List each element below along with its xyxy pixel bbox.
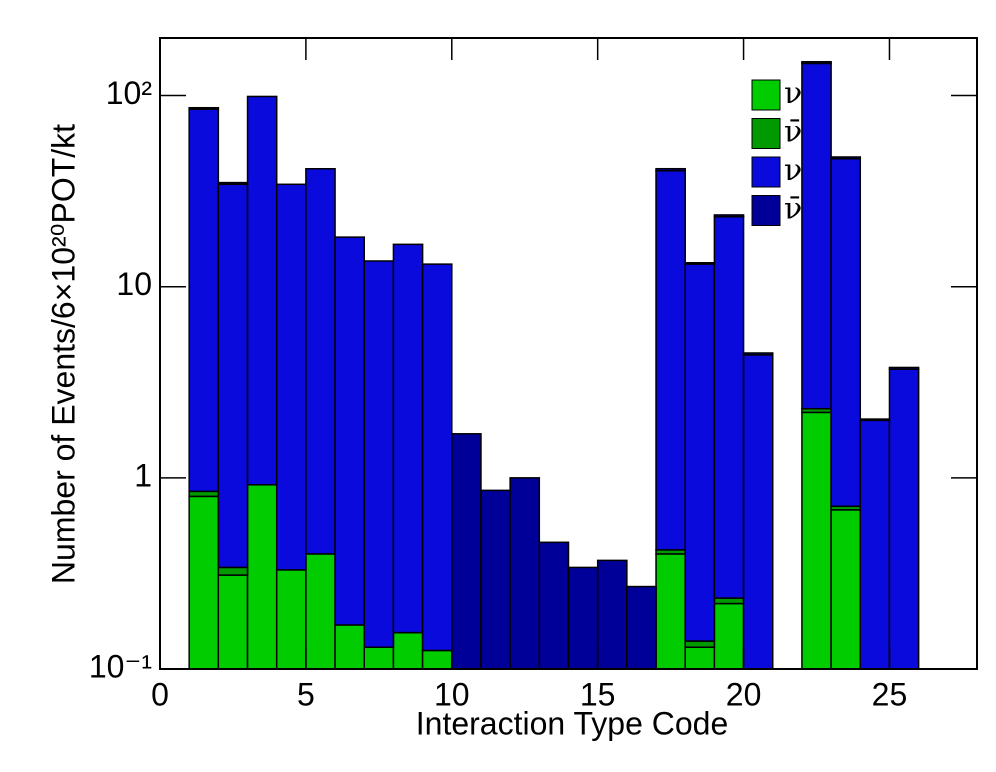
bar-segment xyxy=(713,214,745,218)
plot-frame xyxy=(159,37,978,670)
bar-segment xyxy=(188,108,220,493)
bar-segment xyxy=(217,574,249,670)
bar-segment xyxy=(188,106,220,110)
bar-segment xyxy=(334,624,366,670)
bar-segment xyxy=(421,263,453,652)
legend-label: ν xyxy=(784,153,802,188)
bar-segment xyxy=(246,95,278,486)
bar-segment xyxy=(859,418,891,422)
bar-segment xyxy=(275,569,307,670)
bar-segment xyxy=(801,60,832,65)
bar-segment xyxy=(538,541,570,670)
bar-segment xyxy=(655,553,686,670)
bar-segment xyxy=(801,62,832,410)
bar-segment xyxy=(684,640,716,648)
bar-segment xyxy=(305,168,336,555)
bar-segment xyxy=(363,646,395,670)
bar-segment xyxy=(392,631,424,670)
bar-segment xyxy=(392,243,424,634)
bar-segment xyxy=(334,236,366,626)
legend-swatch xyxy=(751,79,781,111)
bar-segment xyxy=(830,157,862,508)
bar-segment xyxy=(188,490,220,498)
bar-segment xyxy=(305,553,336,670)
y-tick-label: 10⁻¹ xyxy=(89,648,152,684)
bar-segment xyxy=(567,566,599,670)
y-tick-label: 10² xyxy=(106,75,153,111)
x-axis-label: Interaction Type Code xyxy=(416,705,729,741)
x-tick-label: 25 xyxy=(872,676,908,712)
x-tick-label: 10 xyxy=(434,676,470,712)
legend-swatch xyxy=(751,118,781,149)
legend-label: ν̄ xyxy=(784,192,802,227)
legend-label: ν̄ xyxy=(784,115,802,150)
bar-segment xyxy=(888,368,920,670)
x-tick-label: 5 xyxy=(297,676,315,712)
bar-segment xyxy=(217,181,249,186)
bar-segment xyxy=(684,263,716,642)
bar-segment xyxy=(188,495,220,670)
bar-segment xyxy=(801,411,832,670)
bar-segment xyxy=(713,602,745,670)
y-axis-label: Number of Events/6×10²⁰POT/kt xyxy=(45,124,81,584)
bar-segment xyxy=(363,260,395,648)
bar-segment xyxy=(830,509,862,670)
bar-segment xyxy=(421,649,453,670)
bar-segment xyxy=(655,167,686,172)
bar-segment xyxy=(509,477,541,670)
bar-segment xyxy=(626,585,657,670)
bar-segment xyxy=(217,566,249,576)
bar-segment xyxy=(859,419,891,670)
bar-segment xyxy=(451,433,482,670)
x-tick-label: 0 xyxy=(151,676,169,712)
legend-swatch xyxy=(751,195,781,226)
bar-segment xyxy=(742,354,774,670)
bar-segment xyxy=(480,489,511,670)
bar-segment xyxy=(655,169,686,551)
bar-segment xyxy=(684,646,716,670)
y-tick-label: 10 xyxy=(116,266,152,302)
y-tick-label: 1 xyxy=(134,457,152,493)
x-tick-label: 15 xyxy=(580,676,616,712)
bar-segment xyxy=(246,484,278,670)
bar-segment xyxy=(742,352,774,356)
legend-label: ν xyxy=(784,76,802,111)
bar-segment xyxy=(830,156,862,160)
bar-segment xyxy=(713,215,745,599)
bar-segment xyxy=(275,183,307,571)
bar-segment xyxy=(713,597,745,605)
bar-segment xyxy=(596,559,628,670)
legend-swatch xyxy=(751,156,781,188)
x-tick-label: 20 xyxy=(726,676,762,712)
bar-segment xyxy=(888,366,920,370)
bar-segment xyxy=(217,183,249,569)
bar-segment xyxy=(684,262,716,265)
